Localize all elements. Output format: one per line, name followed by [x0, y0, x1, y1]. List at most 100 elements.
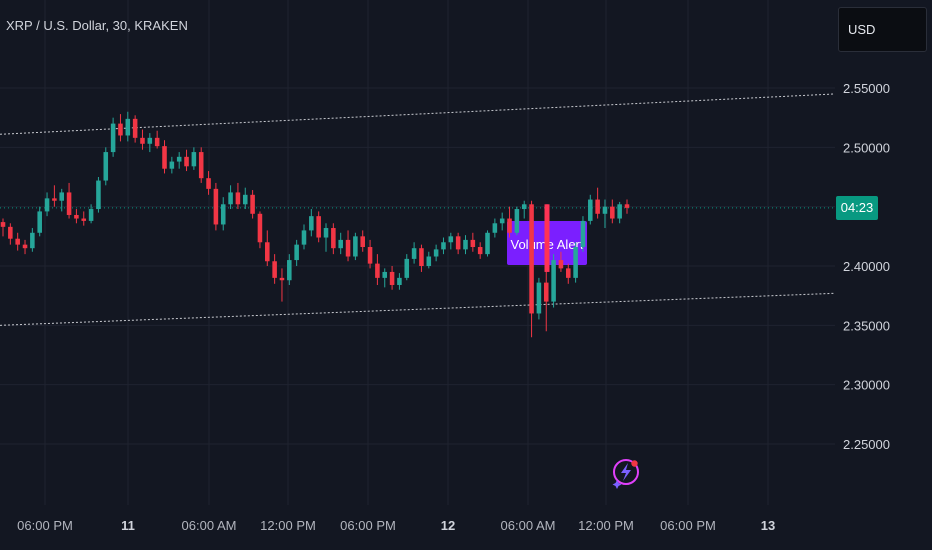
candle-body [507, 218, 512, 233]
candle-body [624, 204, 630, 208]
price-tick-label: 2.25000 [843, 437, 890, 452]
candle-body [184, 156, 189, 167]
candle-body [382, 271, 388, 278]
candle-body [345, 239, 351, 257]
candle-body [279, 277, 285, 281]
candle-body [52, 198, 57, 201]
candle-body [404, 258, 410, 278]
candle-body [353, 236, 358, 257]
candle-body [411, 248, 417, 259]
candle-body [213, 188, 219, 225]
candle-body [37, 211, 42, 233]
candle-body [521, 204, 527, 210]
time-axis[interactable]: 06:00 PM 11 06:00 AM 12:00 PM 06:00 PM 12 06:0… [17, 518, 775, 533]
candle-body [448, 236, 454, 243]
candle-body [360, 236, 365, 248]
time-tick-label: 12:00 PM [578, 518, 634, 533]
candle-body [301, 230, 307, 245]
candle-body [463, 239, 468, 250]
candle-body [610, 206, 615, 219]
candle-body [169, 161, 175, 169]
candle-body [470, 239, 476, 248]
price-tick-label: 2.50000 [843, 140, 890, 155]
price-tick-label: 2.35000 [843, 318, 890, 333]
time-tick-label: 13 [761, 518, 775, 533]
sparkle-lightning-icon[interactable] [612, 459, 639, 489]
candle-body [588, 199, 593, 221]
candle-body [595, 199, 600, 214]
candle-body [118, 123, 123, 136]
candle-body [580, 220, 586, 248]
candle-body [235, 192, 241, 205]
candle-body [0, 222, 6, 227]
candle-body [602, 206, 608, 214]
candle-body [147, 137, 153, 144]
candle-body [198, 152, 204, 179]
candle-body [74, 214, 79, 219]
candle-body [543, 282, 549, 302]
candle-body [558, 260, 564, 269]
time-tick-label: 06:00 PM [660, 518, 716, 533]
countdown-price-tag: 04:23 [836, 196, 878, 220]
candle-body [103, 152, 109, 181]
candle-body [242, 194, 248, 205]
candle-body [477, 247, 483, 255]
candle-body [8, 226, 13, 239]
candle-body [191, 152, 197, 167]
candle-body [565, 268, 571, 278]
candle-body [66, 192, 72, 215]
candle-body [154, 137, 160, 147]
time-tick-label: 06:00 PM [340, 518, 396, 533]
candle-body [206, 178, 211, 189]
candle-body [514, 209, 520, 233]
candle-body [272, 261, 277, 278]
candle-body [96, 180, 101, 210]
chart-grid [0, 0, 835, 505]
candle-body [455, 236, 461, 250]
time-tick-label: 06:00 AM [501, 518, 556, 533]
candle-body [44, 198, 50, 212]
candle-body [125, 118, 131, 136]
price-axis[interactable]: 2.55000 2.50000 2.40000 2.35000 2.30000 2.250… [843, 81, 890, 452]
candle-body [265, 242, 270, 262]
candle-body [15, 238, 20, 245]
candles [0, 111, 630, 338]
time-tick-label: 12 [441, 518, 455, 533]
currency-selector[interactable]: USD [838, 7, 927, 52]
candle-body [536, 282, 542, 314]
candle-body [309, 216, 314, 231]
channel-lower-line [0, 292, 836, 326]
candle-body [81, 218, 87, 221]
candle-body [492, 223, 498, 233]
candle-body [389, 271, 395, 285]
candle-body [441, 242, 446, 250]
candle-body [551, 260, 556, 302]
price-tick-label: 2.40000 [843, 259, 890, 274]
price-tick-label: 2.30000 [843, 378, 890, 393]
candle-body [323, 228, 329, 238]
candle-body [228, 192, 233, 205]
candle-body [220, 204, 226, 225]
candle-body [573, 247, 578, 278]
candle-body [419, 248, 424, 266]
time-tick-label: 06:00 AM [182, 518, 237, 533]
candle-body [433, 249, 439, 257]
candle-body [110, 123, 116, 153]
time-tick-label: 12:00 PM [260, 518, 316, 533]
candle-body [485, 232, 490, 255]
candle-body [59, 192, 65, 201]
candle-body [257, 213, 263, 243]
candle-body [22, 244, 28, 249]
candle-body [176, 156, 182, 162]
candle-body [316, 216, 321, 238]
channel-upper-line [0, 93, 836, 135]
candle-body [617, 204, 622, 219]
candle-body [397, 277, 402, 285]
candle-body [132, 118, 138, 138]
candle-body [294, 244, 299, 261]
candle-body [367, 247, 373, 264]
candle-body [331, 228, 336, 249]
currency-label: USD [848, 22, 876, 37]
alert-candle-body [544, 204, 550, 272]
